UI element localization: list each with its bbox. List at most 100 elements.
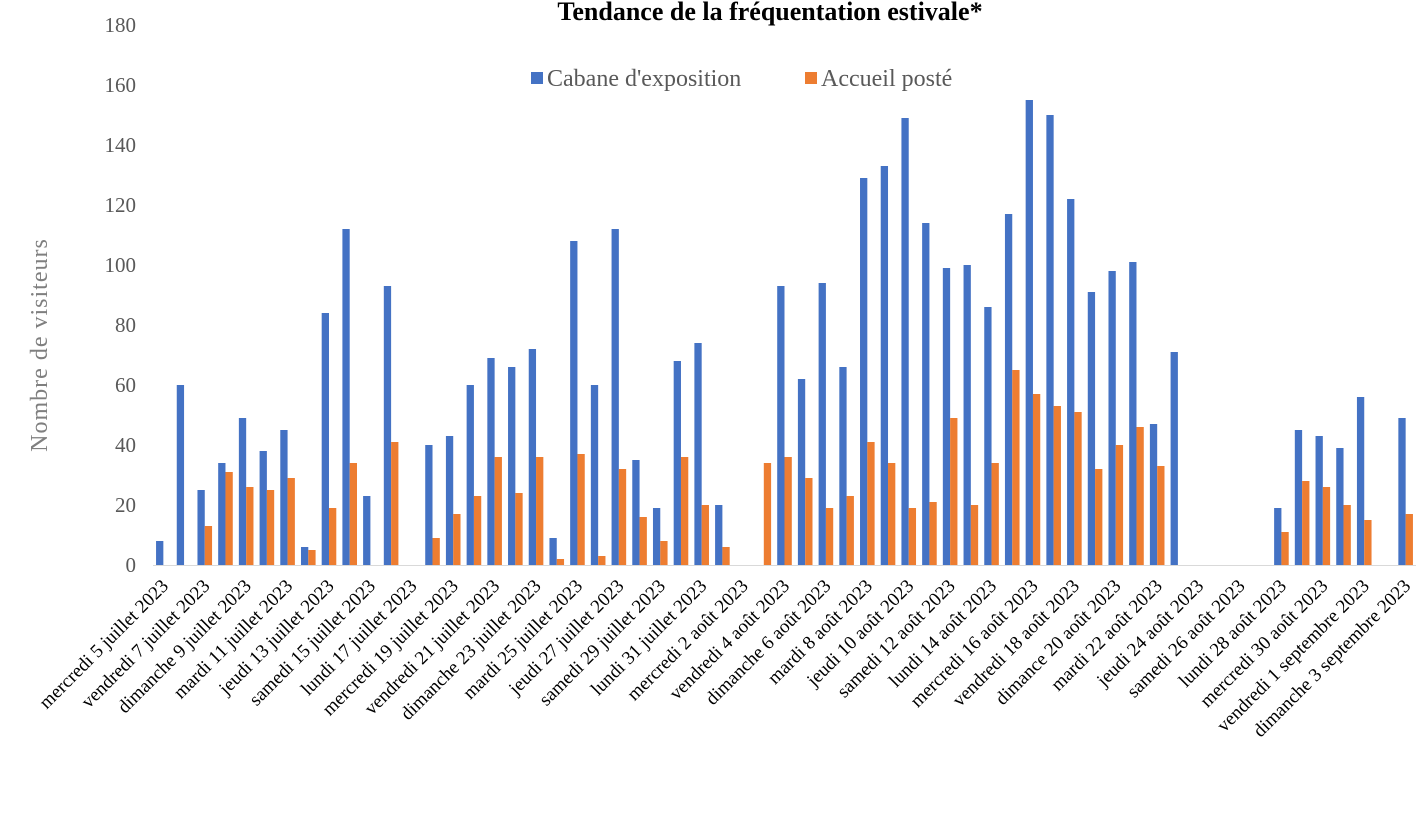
bar-cabane: [1356, 397, 1365, 565]
bar-accueil: [328, 508, 337, 565]
bar-accueil: [660, 541, 668, 565]
bar-cabane: [1129, 262, 1137, 565]
bar-accueil: [432, 538, 440, 565]
bar-accueil: [204, 526, 213, 565]
bar-cabane: [1336, 448, 1344, 565]
y-tick-label: 20: [115, 493, 136, 517]
bar-cabane: [156, 541, 164, 565]
bar-cabane: [1004, 214, 1013, 565]
bar-cabane: [942, 268, 951, 565]
bar-cabane: [652, 508, 661, 565]
bar-cabane: [1108, 271, 1116, 565]
bar-accueil: [556, 559, 565, 565]
bar-accueil: [494, 457, 502, 565]
bar-accueil: [680, 457, 689, 565]
bar-accueil: [929, 502, 937, 565]
legend-swatch-cabane: [531, 72, 543, 84]
bar-accueil: [266, 490, 275, 565]
bar-cabane: [673, 361, 681, 565]
bar-accueil: [1322, 487, 1331, 565]
bar-accueil: [825, 508, 834, 565]
bar-cabane: [570, 241, 578, 565]
bar-accueil: [536, 457, 544, 565]
y-axis-title: Nombre de visiteurs: [27, 238, 53, 452]
bar-cabane: [238, 418, 247, 565]
y-tick-label: 140: [105, 133, 137, 157]
bar-cabane: [197, 490, 205, 565]
bar-cabane: [839, 367, 847, 565]
bar-accueil: [1053, 406, 1061, 565]
bar-accueil: [991, 463, 999, 565]
bar-cabane: [860, 178, 868, 565]
bar-accueil: [246, 487, 254, 565]
bar-cabane: [1025, 100, 1033, 565]
bar-cabane: [466, 385, 474, 565]
bar-accueil: [867, 442, 875, 565]
bar-accueil: [577, 454, 585, 565]
y-tick-label: 120: [105, 193, 137, 217]
bar-accueil: [1302, 481, 1310, 565]
legend-label-accueil: Accueil posté: [821, 66, 952, 92]
bar-accueil: [1095, 469, 1103, 565]
bar-accueil: [287, 478, 295, 565]
bar-accueil: [453, 514, 461, 565]
bar-accueil: [1032, 394, 1041, 565]
bar-accueil: [1074, 412, 1082, 565]
bar-cabane: [321, 313, 329, 565]
bar-cabane: [632, 460, 640, 565]
bar-accueil: [970, 505, 979, 565]
bars: [156, 100, 1413, 565]
bar-cabane: [218, 463, 226, 565]
bar-cabane: [777, 286, 785, 565]
bar-cabane: [259, 451, 267, 565]
bar-cabane: [176, 385, 185, 565]
legend-swatch-accueil: [805, 72, 817, 84]
bar-accueil: [1343, 505, 1351, 565]
bar-cabane: [342, 229, 350, 565]
y-tick-label: 180: [105, 13, 137, 37]
bar-cabane: [880, 166, 889, 565]
bar-cabane: [963, 265, 971, 565]
y-axis-ticks: 0 20 40 60 80 100 120 140 160 180: [105, 13, 137, 577]
bar-accueil: [618, 469, 627, 565]
bar-accueil: [722, 547, 730, 565]
bar-cabane: [528, 349, 537, 565]
bar-cabane: [901, 118, 909, 565]
bar-cabane: [383, 286, 392, 565]
bar-cabane: [1087, 292, 1096, 565]
bar-cabane: [694, 343, 702, 565]
bar-cabane: [1046, 115, 1054, 565]
bar-accueil: [805, 478, 813, 565]
bar-cabane: [797, 379, 806, 565]
bar-cabane: [1149, 424, 1158, 565]
y-tick-label: 100: [105, 253, 137, 277]
bar-accueil: [515, 493, 523, 565]
bar-accueil: [1115, 445, 1124, 565]
bar-accueil: [473, 496, 482, 565]
bar-cabane: [363, 496, 371, 565]
bar-accueil: [308, 550, 316, 565]
bar-cabane: [922, 223, 930, 565]
y-tick-label: 160: [105, 73, 137, 97]
bar-accueil: [1157, 466, 1165, 565]
bar-cabane: [818, 283, 826, 565]
bar-accueil: [349, 463, 357, 565]
bar-cabane: [1067, 199, 1075, 565]
y-tick-label: 80: [115, 313, 136, 337]
y-tick-label: 40: [115, 433, 136, 457]
bar-accueil: [1364, 520, 1372, 565]
bar-accueil: [639, 517, 647, 565]
bar-cabane: [1315, 436, 1323, 565]
bar-cabane: [590, 385, 599, 565]
bar-cabane: [425, 445, 433, 565]
bar-cabane: [984, 307, 992, 565]
bar-cabane: [611, 229, 619, 565]
bar-cabane: [508, 367, 516, 565]
bar-cabane: [1170, 352, 1178, 565]
bar-accueil: [1405, 514, 1413, 565]
bar-cabane: [1294, 430, 1303, 565]
bar-cabane: [487, 358, 495, 565]
chart-title: Tendance de la fréquentation estivale*: [557, 0, 982, 26]
